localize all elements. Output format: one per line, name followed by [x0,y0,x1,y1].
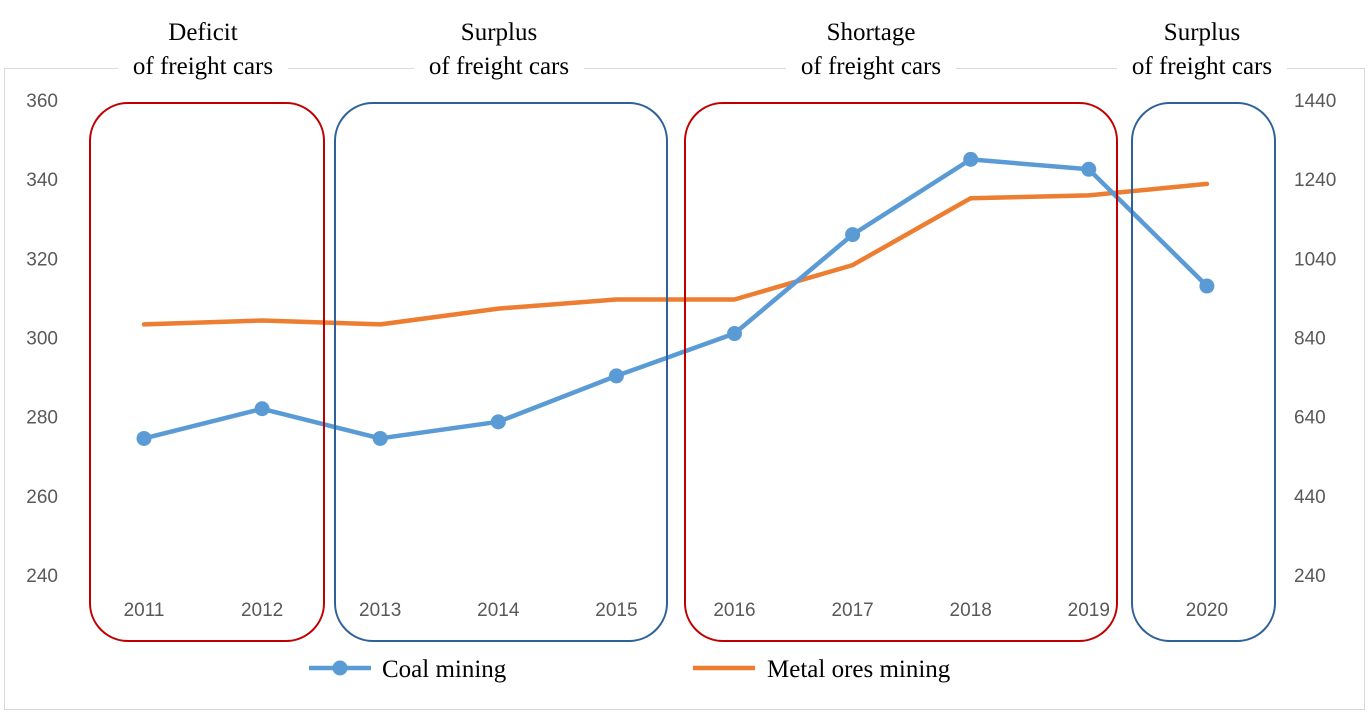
period-label-line1: Surplus [1164,19,1240,46]
series-line-metal-ores-mining [141,181,1210,327]
x-tick-label: 2017 [831,600,873,621]
x-tick-label: 2016 [713,600,755,621]
chart-frame [4,68,1365,710]
x-tick-label: 2019 [1068,600,1110,621]
y-left-tick-label: 260 [26,487,58,508]
x-tick-label: 2011 [124,600,165,621]
x-tick-label: 2020 [1186,600,1228,621]
coal-mining-point [1199,278,1215,294]
series-line-coal-mining [141,157,1210,441]
coal-mining-point [136,430,152,446]
coal-mining-point [490,414,506,430]
y-left-tick-label: 240 [26,566,58,587]
y-left-tick-label: 360 [26,91,58,112]
y-right-tick-label: 1040 [1294,249,1336,270]
coal-mining-point [372,430,388,446]
period-box [334,102,668,642]
y-right-tick-label: 1240 [1294,170,1336,191]
period-label-backing [118,52,288,82]
y-left-tick-label: 280 [26,408,58,429]
coal-mining-point [254,401,270,417]
period-box [89,102,325,642]
legend-label-metal-ores-mining: Metal ores mining [767,656,951,683]
y-left-tick-label: 320 [26,249,58,270]
period-label-line1: Shortage [827,19,916,46]
period-label-line1: Deficit [168,19,237,46]
x-tick-label: 2012 [241,600,283,621]
y-right-tick-label: 840 [1294,329,1326,350]
period-label-line2: of freight cars [429,53,569,80]
period-label-line2: of freight cars [801,53,941,80]
period-label-line2: of freight cars [1132,53,1272,80]
y-left-tick-label: 300 [26,329,58,350]
x-tick-label: 2018 [950,600,992,621]
y-right-tick-label: 640 [1294,408,1326,429]
y-left-tick-label: 340 [26,170,58,191]
y-right-tick-label: 1440 [1294,91,1336,112]
x-tick-label: 2013 [359,600,401,621]
period-label-backing [786,52,956,82]
legend-marker-coal-mining [332,660,348,676]
legend-label-coal-mining: Coal mining [382,656,507,683]
y-right-tick-label: 440 [1294,487,1326,508]
period-label-line1: Surplus [461,19,537,46]
period-box [1131,102,1276,642]
period-label-backing [1117,52,1287,82]
period-label-backing [414,52,584,82]
period-label-line2: of freight cars [133,53,273,80]
x-tick-label: 2014 [477,600,520,621]
coal-mining-point [727,326,742,342]
y-right-tick-label: 240 [1294,566,1326,587]
coal-mining-point [608,368,624,384]
coal-mining-point [845,227,861,243]
period-box [684,102,1118,642]
x-tick-label: 2015 [595,600,637,621]
coal-mining-point [963,151,979,167]
coal-mining-point [1081,161,1097,177]
